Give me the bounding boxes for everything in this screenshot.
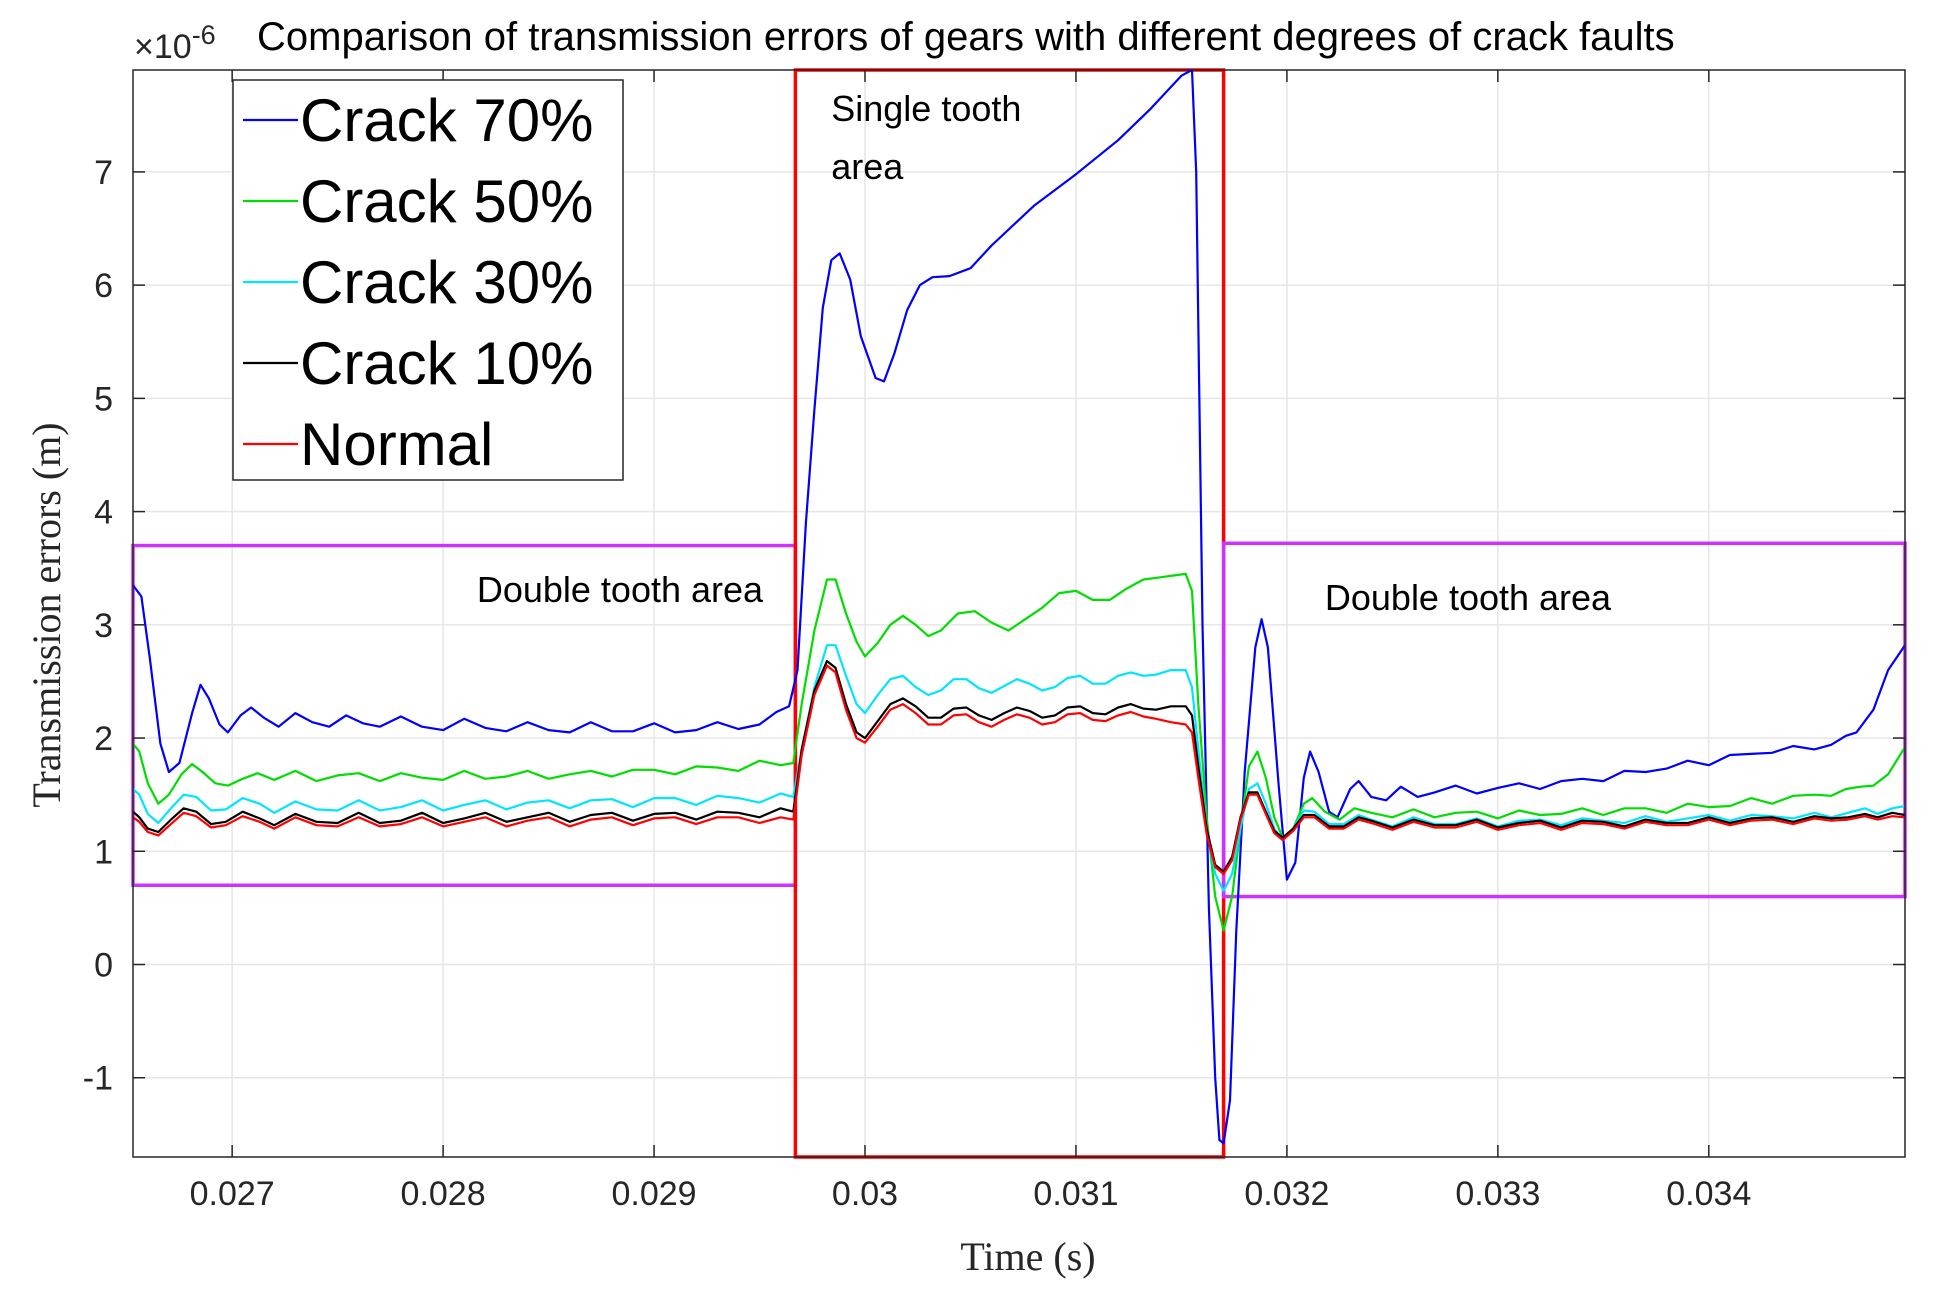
grid-lines [133,70,1905,1157]
legend-label-normal: Normal [300,411,493,478]
y-tick-label: 0 [94,947,113,985]
series-line-crack-50 [132,572,1906,932]
series-line-crack-30 [132,644,1906,892]
series-line-crack-10 [132,660,1906,873]
y-tick-label: 7 [94,154,113,192]
x-tick-label: 0.033 [1455,1175,1540,1213]
y-tick-label: 6 [94,267,113,305]
data-series [132,68,1906,1145]
axis-ticks: 0.027 0.028 0.029 0.03 0.031 0.032 0.033 0.034 -… [83,70,1905,1213]
x-axis-label: Time (s) [960,1234,1095,1279]
x-tick-label: 0.034 [1666,1175,1751,1213]
x-tick-label: 0.029 [612,1175,697,1213]
x-tick-label: 0.028 [401,1175,486,1213]
series-line-normal [132,664,1906,875]
annotation-labels: Double tooth area Single tooth area Double … [477,88,1612,618]
annotation-label-1: Double tooth area [477,569,764,610]
y-tick-label: 1 [94,833,113,871]
legend-label-crack-30: Crack 30% [300,249,593,316]
series-line-crack-70 [132,68,1906,1145]
y-axis-label: Transmission errors (m) [24,422,69,807]
x-tick-label: 0.03 [832,1175,898,1213]
legend-label-crack-10: Crack 10% [300,330,593,397]
annotation-label-3: Double tooth area [1325,577,1612,618]
chart-title: Comparison of transmission errors of gea… [257,15,1675,59]
y-tick-label: 2 [94,720,113,758]
y-exponent-power: -6 [192,20,216,50]
y-tick-label: -1 [83,1060,113,1098]
legend-label-crack-70: Crack 70% [300,87,593,154]
legend: Crack 70% Crack 50% Crack 30% Crack 10% Norm… [232,79,624,481]
x-tick-label: 0.027 [190,1175,275,1213]
y-tick-label: 4 [94,494,113,532]
y-exponent-prefix: ×10 [134,28,192,66]
axes-frame [132,69,1906,1158]
x-tick-label: 0.031 [1033,1175,1118,1213]
legend-label-crack-50: Crack 50% [300,168,593,235]
y-tick-label: 3 [94,607,113,645]
annotation-label-2: Single tooth area [831,88,1021,187]
x-tick-label: 0.032 [1244,1175,1329,1213]
y-exponent: ×10-6 [134,20,216,66]
legend-box [232,79,624,481]
y-tick-label: 5 [94,380,113,418]
